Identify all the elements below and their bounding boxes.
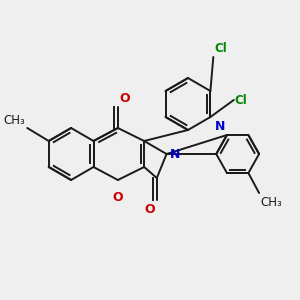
Text: O: O bbox=[120, 92, 130, 105]
Text: Cl: Cl bbox=[214, 42, 227, 55]
Text: O: O bbox=[144, 203, 155, 216]
Text: N: N bbox=[169, 148, 180, 161]
Text: CH₃: CH₃ bbox=[260, 196, 282, 209]
Text: O: O bbox=[112, 191, 123, 204]
Text: N: N bbox=[214, 120, 225, 133]
Text: CH₃: CH₃ bbox=[4, 114, 25, 127]
Text: Cl: Cl bbox=[235, 94, 248, 106]
